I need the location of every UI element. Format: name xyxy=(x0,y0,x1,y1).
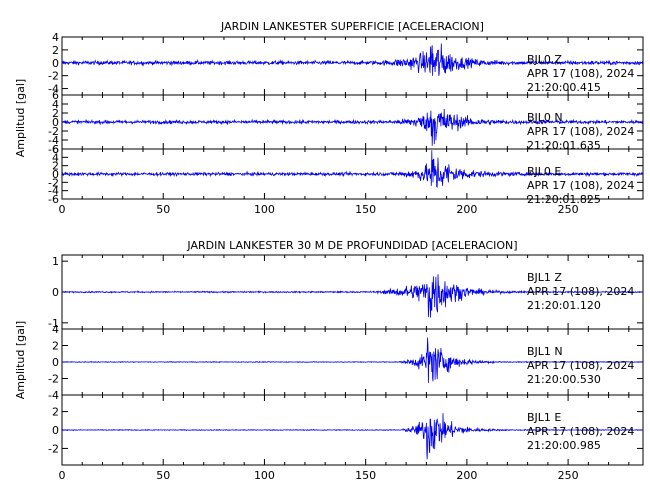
x-tick-label: 250 xyxy=(558,203,579,216)
y-axis-label: Amplitud [gal] xyxy=(14,79,27,157)
x-tick-label: 200 xyxy=(456,469,477,482)
y-tick-label: 0 xyxy=(52,168,59,181)
x-tick-label: 100 xyxy=(254,203,275,216)
x-tick-label: 0 xyxy=(59,469,66,482)
time-label: 21:20:00.530 xyxy=(527,373,601,386)
x-tick-label: 50 xyxy=(156,469,170,482)
date-label: APR 17 (108), 2024 xyxy=(527,425,634,438)
chart-title: JARDIN LANKESTER SUPERFICIE [ACELERACION… xyxy=(220,20,484,33)
y-tick-label: -2 xyxy=(48,70,59,83)
station-label: BJL0 E xyxy=(527,165,561,178)
y-tick-label: -4 xyxy=(48,185,59,198)
y-tick-label: 2 xyxy=(52,406,59,419)
y-tick-label: 0 xyxy=(52,57,59,70)
chart-title: JARDIN LANKESTER 30 M DE PROFUNDIDAD [AC… xyxy=(186,239,517,252)
time-label: 21:20:01.635 xyxy=(527,139,601,152)
date-label: APR 17 (108), 2024 xyxy=(527,285,634,298)
y-tick-label: -2 xyxy=(48,442,59,455)
y-tick-label: 0 xyxy=(52,286,59,299)
date-label: APR 17 (108), 2024 xyxy=(527,359,634,372)
station-label: BJL1 Z xyxy=(527,271,562,284)
x-tick-label: 250 xyxy=(558,469,579,482)
y-tick-label: 6 xyxy=(52,89,59,102)
y-tick-label: 4 xyxy=(52,31,59,44)
seismic-trace xyxy=(61,413,644,460)
time-label: 21:20:01.825 xyxy=(527,193,601,206)
seismic-trace xyxy=(61,108,644,146)
station-label: BJL0 Z xyxy=(527,53,562,66)
time-label: 21:20:01.120 xyxy=(527,299,601,312)
y-tick-label: 2 xyxy=(52,107,59,120)
y-tick-label: 2 xyxy=(52,340,59,353)
x-tick-label: 0 xyxy=(59,203,66,216)
y-tick-label: -4 xyxy=(48,83,59,96)
y-tick-label: 4 xyxy=(52,151,59,164)
station-label: BJL1 N xyxy=(527,345,563,358)
y-tick-label: -2 xyxy=(48,125,59,138)
y-tick-label: -2 xyxy=(48,373,59,386)
y-tick-label: 1 xyxy=(52,255,59,268)
y-tick-label: 0 xyxy=(52,356,59,369)
y-tick-label: 6 xyxy=(52,143,59,156)
y-axis-label: Amplitud [gal] xyxy=(14,321,27,399)
x-tick-label: 100 xyxy=(254,469,275,482)
x-tick-label: 50 xyxy=(156,203,170,216)
y-tick-label: 2 xyxy=(52,44,59,57)
y-tick-label: 0 xyxy=(52,424,59,437)
y-tick-label: 2 xyxy=(52,160,59,173)
chart-1: JARDIN LANKESTER SUPERFICIE [ACELERACION… xyxy=(14,20,644,216)
seismic-trace xyxy=(61,337,643,383)
time-label: 21:20:00.985 xyxy=(527,439,601,452)
y-tick-label: -6 xyxy=(48,143,59,156)
y-tick-label: -4 xyxy=(48,389,59,402)
station-label: BJL1 E xyxy=(527,411,561,424)
y-tick-label: 4 xyxy=(52,98,59,111)
date-label: APR 17 (108), 2024 xyxy=(527,67,634,80)
y-tick-label: 4 xyxy=(52,323,59,336)
y-tick-label: -6 xyxy=(48,193,59,206)
date-label: APR 17 (108), 2024 xyxy=(527,179,634,192)
chart-2: JARDIN LANKESTER 30 M DE PROFUNDIDAD [AC… xyxy=(14,239,644,482)
y-tick-label: -1 xyxy=(48,317,59,330)
station-label: BJL0 N xyxy=(527,111,563,124)
y-tick-label: -2 xyxy=(48,176,59,189)
seismic-trace xyxy=(61,274,644,318)
x-tick-label: 150 xyxy=(355,469,376,482)
date-label: APR 17 (108), 2024 xyxy=(527,125,634,138)
x-tick-label: 150 xyxy=(355,203,376,216)
y-tick-label: -4 xyxy=(48,134,59,147)
y-tick-label: 0 xyxy=(52,116,59,129)
x-tick-label: 200 xyxy=(456,203,477,216)
time-label: 21:20:00.415 xyxy=(527,81,601,94)
seismic-trace xyxy=(61,43,644,76)
seismic-trace xyxy=(61,150,644,188)
